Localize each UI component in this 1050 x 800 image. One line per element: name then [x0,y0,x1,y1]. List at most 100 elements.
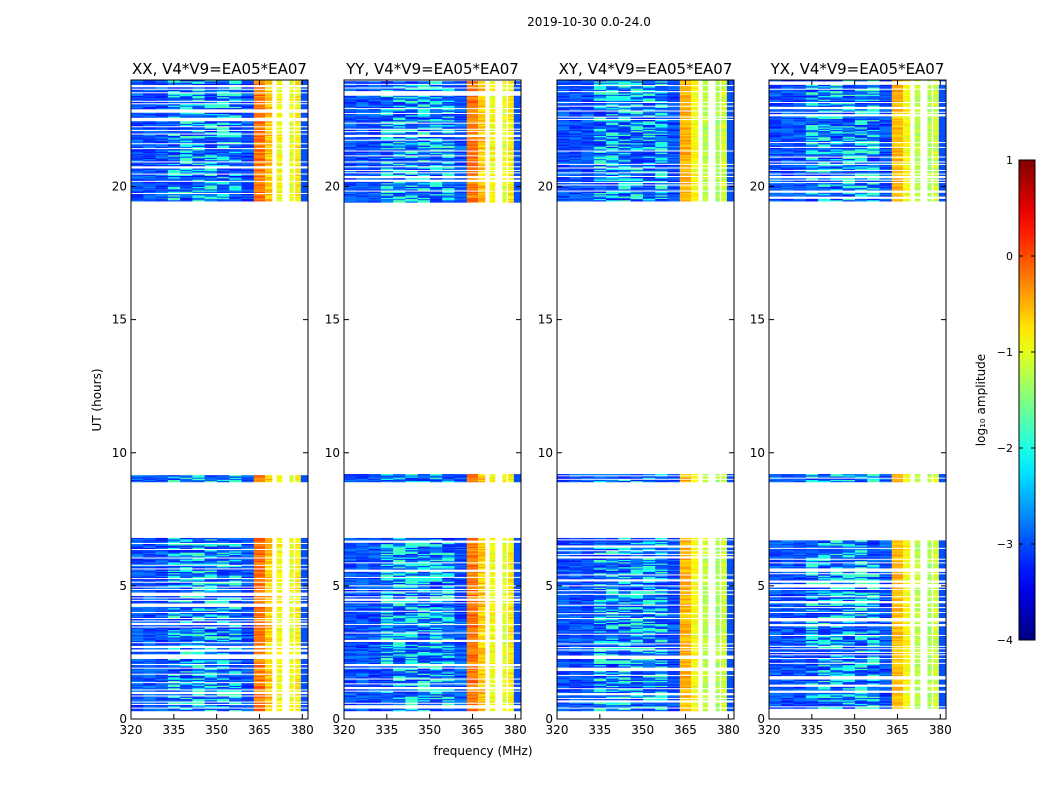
rfi-band-cell [295,688,301,690]
heatmap-cell [393,608,406,610]
heatmap-cell [192,157,205,160]
heatmap-cell [344,608,357,610]
rfi-band-cell [265,80,273,82]
rfi-band-cell [289,674,294,677]
rfi-band-cell [265,575,273,577]
heatmap-cell [417,651,431,654]
rfi-band-cell [508,201,514,203]
heatmap-cell [131,145,144,147]
heatmap-cell [216,685,230,688]
heatmap-cell [241,621,255,623]
rfi-band-cell [289,181,294,184]
heatmap-cell [454,708,468,710]
heatmap-cell [356,679,369,681]
heatmap-cell [393,563,406,565]
heatmap-cell [393,673,406,675]
heatmap-cell [454,689,468,691]
heatmap-cell [454,681,468,684]
heatmap-cell [380,608,394,610]
heatmap-cell [356,567,369,569]
heatmap-cell [513,697,521,700]
heatmap-cell [429,660,443,662]
heatmap-cell [204,547,218,550]
rfi-band-cell [478,695,486,697]
heatmap-cell [417,645,431,648]
heatmap-cell [192,634,205,637]
heatmap-cell [192,162,205,164]
rfi-band-cell [265,149,273,151]
heatmap-cell [454,548,468,551]
rfi-band-cell [295,565,301,568]
heatmap-cell [442,544,455,546]
heatmap-cell [417,696,431,698]
rfi-band-cell [489,677,496,679]
rfi-band-cell [289,184,294,186]
heatmap-cell [368,627,382,629]
heatmap-cell [180,537,193,540]
rfi-band-cell [502,660,507,662]
heatmap-cell [300,541,308,543]
heatmap-cell [300,82,308,84]
heatmap-cell [344,626,357,628]
heatmap-cell [405,658,418,661]
heatmap-cell [368,542,382,545]
heatmap-cell [405,477,418,479]
rfi-band-cell [289,145,294,147]
heatmap-cell [300,115,308,117]
rfi-band-cell [502,689,507,691]
rfi-band-cell [289,697,294,700]
rfi-band-cell [295,163,301,166]
rfi-band-cell [289,170,294,173]
rfi-band-cell [508,700,514,702]
heatmap-cell [241,127,255,129]
heatmap-cell [155,146,169,149]
heatmap-cell [241,104,255,106]
heatmap-cell [380,582,394,585]
heatmap-cell [368,587,382,589]
heatmap-cell [229,627,242,629]
rfi-band-cell [466,603,479,605]
rfi-band-cell [276,99,283,101]
heatmap-cell [241,187,255,190]
heatmap-cell [180,674,193,677]
heatmap-cell [356,579,369,581]
rfi-band-cell [295,160,301,162]
heatmap-cell [216,477,230,479]
heatmap-cell [143,105,156,107]
heatmap-cell [356,703,369,706]
heatmap-cell [417,631,431,633]
heatmap-cell [405,589,418,592]
heatmap-cell [204,134,218,136]
heatmap-cell [417,537,431,540]
heatmap-cell [442,474,455,476]
rfi-band-cell [295,610,301,612]
heatmap-cell [380,474,394,476]
heatmap-cell [405,547,418,550]
heatmap-cell [380,612,394,615]
rfi-band-cell [289,702,294,704]
heatmap-cell [513,198,521,201]
rfi-band-cell [289,612,294,615]
heatmap-cell [356,637,369,639]
heatmap-cell [356,546,369,548]
heatmap-cell [204,606,218,609]
heatmap-cell [417,666,431,668]
rfi-band-cell [295,554,301,557]
rfi-band-cell [295,628,301,631]
heatmap-cell [356,478,369,480]
rfi-band-cell [478,195,486,197]
heatmap-cell [356,554,369,557]
rfi-band-cell [508,658,514,661]
rfi-band-cell [295,694,301,696]
heatmap-cell [131,585,144,587]
rfi-band-cell [466,661,479,663]
heatmap-cell [229,475,242,477]
rfi-band-cell [289,537,294,540]
heatmap-cell [300,665,308,667]
heatmap-cell [229,635,242,638]
rfi-band-cell [508,592,514,594]
rfi-band-cell [289,638,294,640]
heatmap-cell [300,631,308,633]
heatmap-cell [167,552,181,554]
rfi-band-cell [289,540,294,542]
